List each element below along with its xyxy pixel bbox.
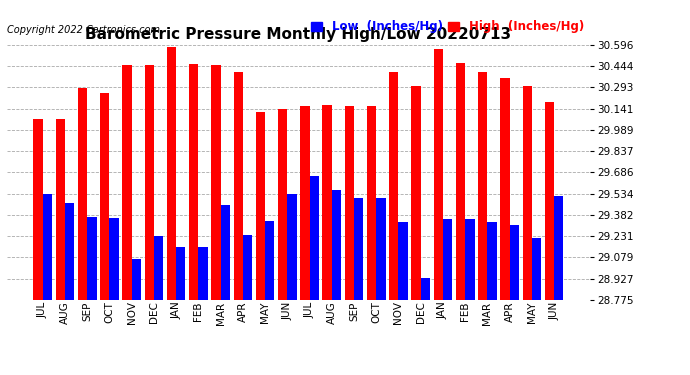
Bar [278, 109, 287, 300]
Bar [554, 196, 564, 300]
Bar [456, 63, 465, 300]
Bar [167, 47, 176, 300]
Bar [399, 222, 408, 300]
Bar [510, 225, 519, 300]
Bar [310, 176, 319, 300]
Bar [87, 217, 97, 300]
Bar [345, 106, 354, 300]
Bar [545, 102, 554, 300]
Bar [532, 238, 541, 300]
Text: Copyright 2022 Cartronics.com: Copyright 2022 Cartronics.com [7, 25, 160, 35]
Bar [176, 248, 186, 300]
Bar [322, 105, 332, 300]
Bar [243, 235, 252, 300]
Bar [56, 118, 65, 300]
Bar [65, 202, 75, 300]
Bar [354, 198, 364, 300]
Bar [43, 194, 52, 300]
Bar [300, 106, 310, 300]
Bar [78, 88, 87, 300]
Bar [211, 66, 221, 300]
Bar [122, 66, 132, 300]
Bar [189, 64, 198, 300]
Bar [500, 78, 510, 300]
Bar [522, 87, 532, 300]
Bar [376, 198, 386, 300]
Bar [411, 87, 421, 300]
Bar [421, 278, 430, 300]
Bar [233, 72, 243, 300]
Bar [433, 49, 443, 300]
Bar [465, 219, 475, 300]
Bar [198, 248, 208, 300]
Bar [332, 190, 341, 300]
Bar [478, 72, 487, 300]
Bar [256, 112, 265, 300]
Bar [389, 72, 399, 300]
Legend: Low  (Inches/Hg), High  (Inches/Hg): Low (Inches/Hg), High (Inches/Hg) [310, 20, 584, 33]
Bar [265, 221, 275, 300]
Bar [221, 206, 230, 300]
Bar [487, 222, 497, 300]
Bar [154, 236, 164, 300]
Bar [443, 219, 452, 300]
Bar [33, 118, 43, 300]
Bar [145, 66, 154, 300]
Bar [287, 194, 297, 300]
Bar [110, 218, 119, 300]
Bar [100, 93, 110, 300]
Title: Barometric Pressure Monthly High/Low 20220713: Barometric Pressure Monthly High/Low 202… [86, 27, 511, 42]
Bar [132, 259, 141, 300]
Bar [367, 106, 376, 300]
